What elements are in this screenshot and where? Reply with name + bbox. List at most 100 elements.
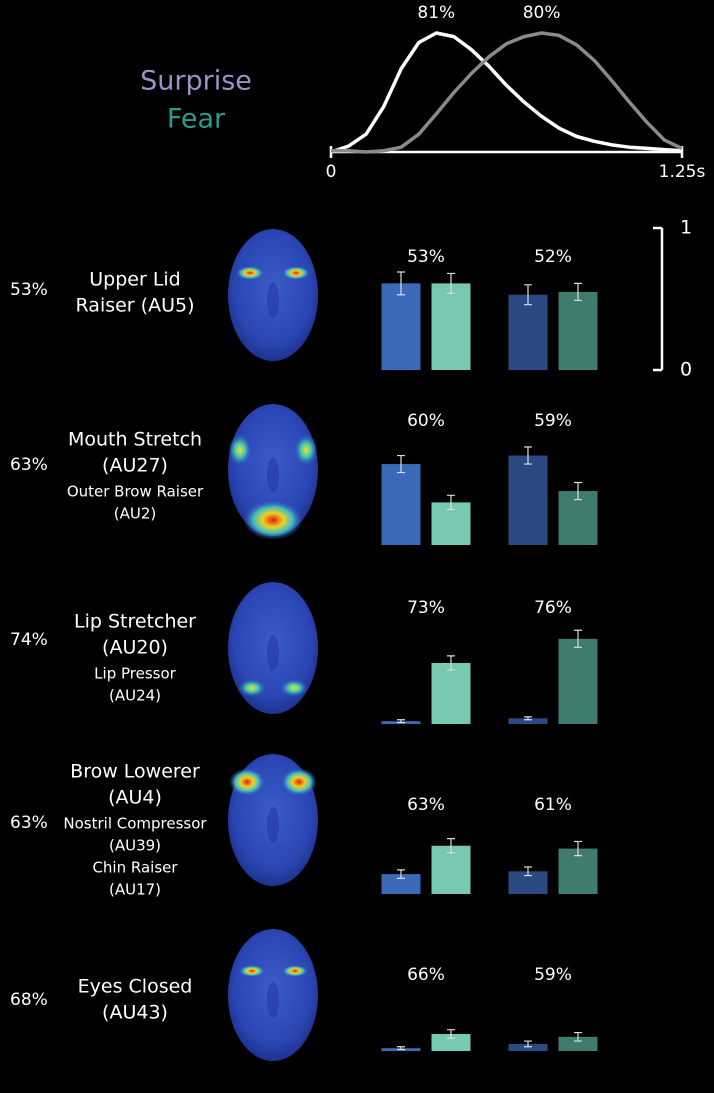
bar (381, 464, 421, 545)
face-activation (281, 768, 317, 796)
face-activation (236, 266, 264, 280)
error-bar (397, 454, 405, 474)
error-bar (574, 481, 582, 501)
action-unit-label: (AU2) (114, 505, 157, 523)
legend-label: Surprise (140, 66, 252, 97)
group-percent: 52% (534, 247, 572, 267)
scale-label: 0 (680, 359, 692, 381)
error-bar (574, 840, 582, 857)
bar (558, 291, 598, 370)
row-percent: 68% (10, 990, 48, 1010)
group-percent: 61% (534, 795, 572, 815)
group-percent: 76% (534, 598, 572, 618)
row-percent: 63% (10, 813, 48, 833)
face (228, 582, 318, 714)
action-unit-label: Nostril Compressor (63, 815, 207, 833)
error-bar (447, 655, 455, 671)
face (228, 229, 318, 361)
scale-label: 1 (680, 217, 692, 239)
action-unit-label: Mouth Stretch (68, 429, 202, 451)
action-unit-label: (AU43) (102, 1002, 168, 1024)
error-bar (574, 282, 582, 302)
bar (508, 718, 548, 724)
group-percent: 53% (407, 247, 445, 267)
curve (331, 31, 683, 154)
bar (508, 294, 548, 370)
error-bar (574, 629, 582, 648)
row-percent: 63% (10, 455, 48, 475)
bar (508, 1043, 548, 1051)
face-nose (267, 282, 279, 318)
group-percent: 73% (407, 598, 445, 618)
face-nose (267, 807, 279, 843)
error-bar (524, 446, 532, 465)
x-tick-label: 0 (326, 162, 337, 182)
error-bar (574, 1031, 582, 1042)
face (228, 404, 318, 540)
action-unit-label: Raiser (AU5) (76, 295, 195, 317)
group-percent: 59% (534, 965, 572, 985)
face-activation (229, 768, 265, 796)
error-bar (524, 866, 532, 877)
row-percent: 53% (10, 280, 48, 300)
face-activation (282, 965, 308, 977)
group-percent: 66% (407, 965, 445, 985)
action-unit-label: (AU4) (108, 787, 162, 809)
peak-label: 80% (523, 3, 561, 23)
action-unit-label: (AU17) (109, 881, 161, 899)
bar (558, 638, 598, 724)
row-percent: 74% (10, 630, 48, 650)
bar (381, 283, 421, 370)
action-unit-label: (AU39) (109, 837, 161, 855)
error-bar (397, 271, 405, 296)
bar (431, 845, 471, 894)
error-bar (524, 284, 532, 306)
bar (508, 871, 548, 894)
face-activation (239, 965, 265, 977)
legend-label: Fear (167, 104, 226, 135)
group-percent: 60% (407, 411, 445, 431)
error-bar (397, 1046, 405, 1051)
action-unit-label: (AU20) (102, 637, 168, 659)
error-bar (524, 1040, 532, 1048)
bar (431, 662, 471, 724)
face-activation (228, 434, 252, 466)
face-activation (294, 434, 318, 466)
error-bar (397, 719, 405, 724)
x-tick-label: 1.25s (659, 162, 706, 182)
face (228, 929, 318, 1061)
action-unit-label: Outer Brow Raiser (67, 483, 204, 501)
error-bar (447, 838, 455, 854)
bar (381, 874, 421, 894)
face (228, 754, 318, 886)
action-unit-label: Lip Pressor (94, 665, 176, 683)
action-unit-label: (AU27) (102, 455, 168, 477)
face-nose (267, 982, 279, 1018)
bar (558, 1036, 598, 1051)
face-activation (282, 266, 310, 280)
face-activation (280, 679, 308, 697)
error-bar (524, 716, 532, 721)
error-bar (447, 272, 455, 294)
action-unit-label: Brow Lowerer (70, 761, 200, 783)
action-unit-label: Eyes Closed (78, 976, 193, 998)
peak-label: 81% (417, 3, 455, 23)
error-bar (447, 1029, 455, 1039)
action-unit-label: Chin Raiser (92, 859, 178, 877)
face-nose (267, 635, 279, 671)
error-bar (397, 869, 405, 879)
curve (330, 31, 683, 154)
bar (508, 455, 548, 545)
bar (431, 283, 471, 370)
face-activation (243, 500, 303, 540)
error-bar (447, 494, 455, 511)
bar (431, 1033, 471, 1051)
face-activation (238, 679, 266, 697)
group-percent: 63% (407, 795, 445, 815)
action-unit-label: (AU24) (109, 687, 161, 705)
face-nose (267, 457, 279, 493)
action-unit-label: Upper Lid (89, 269, 181, 291)
